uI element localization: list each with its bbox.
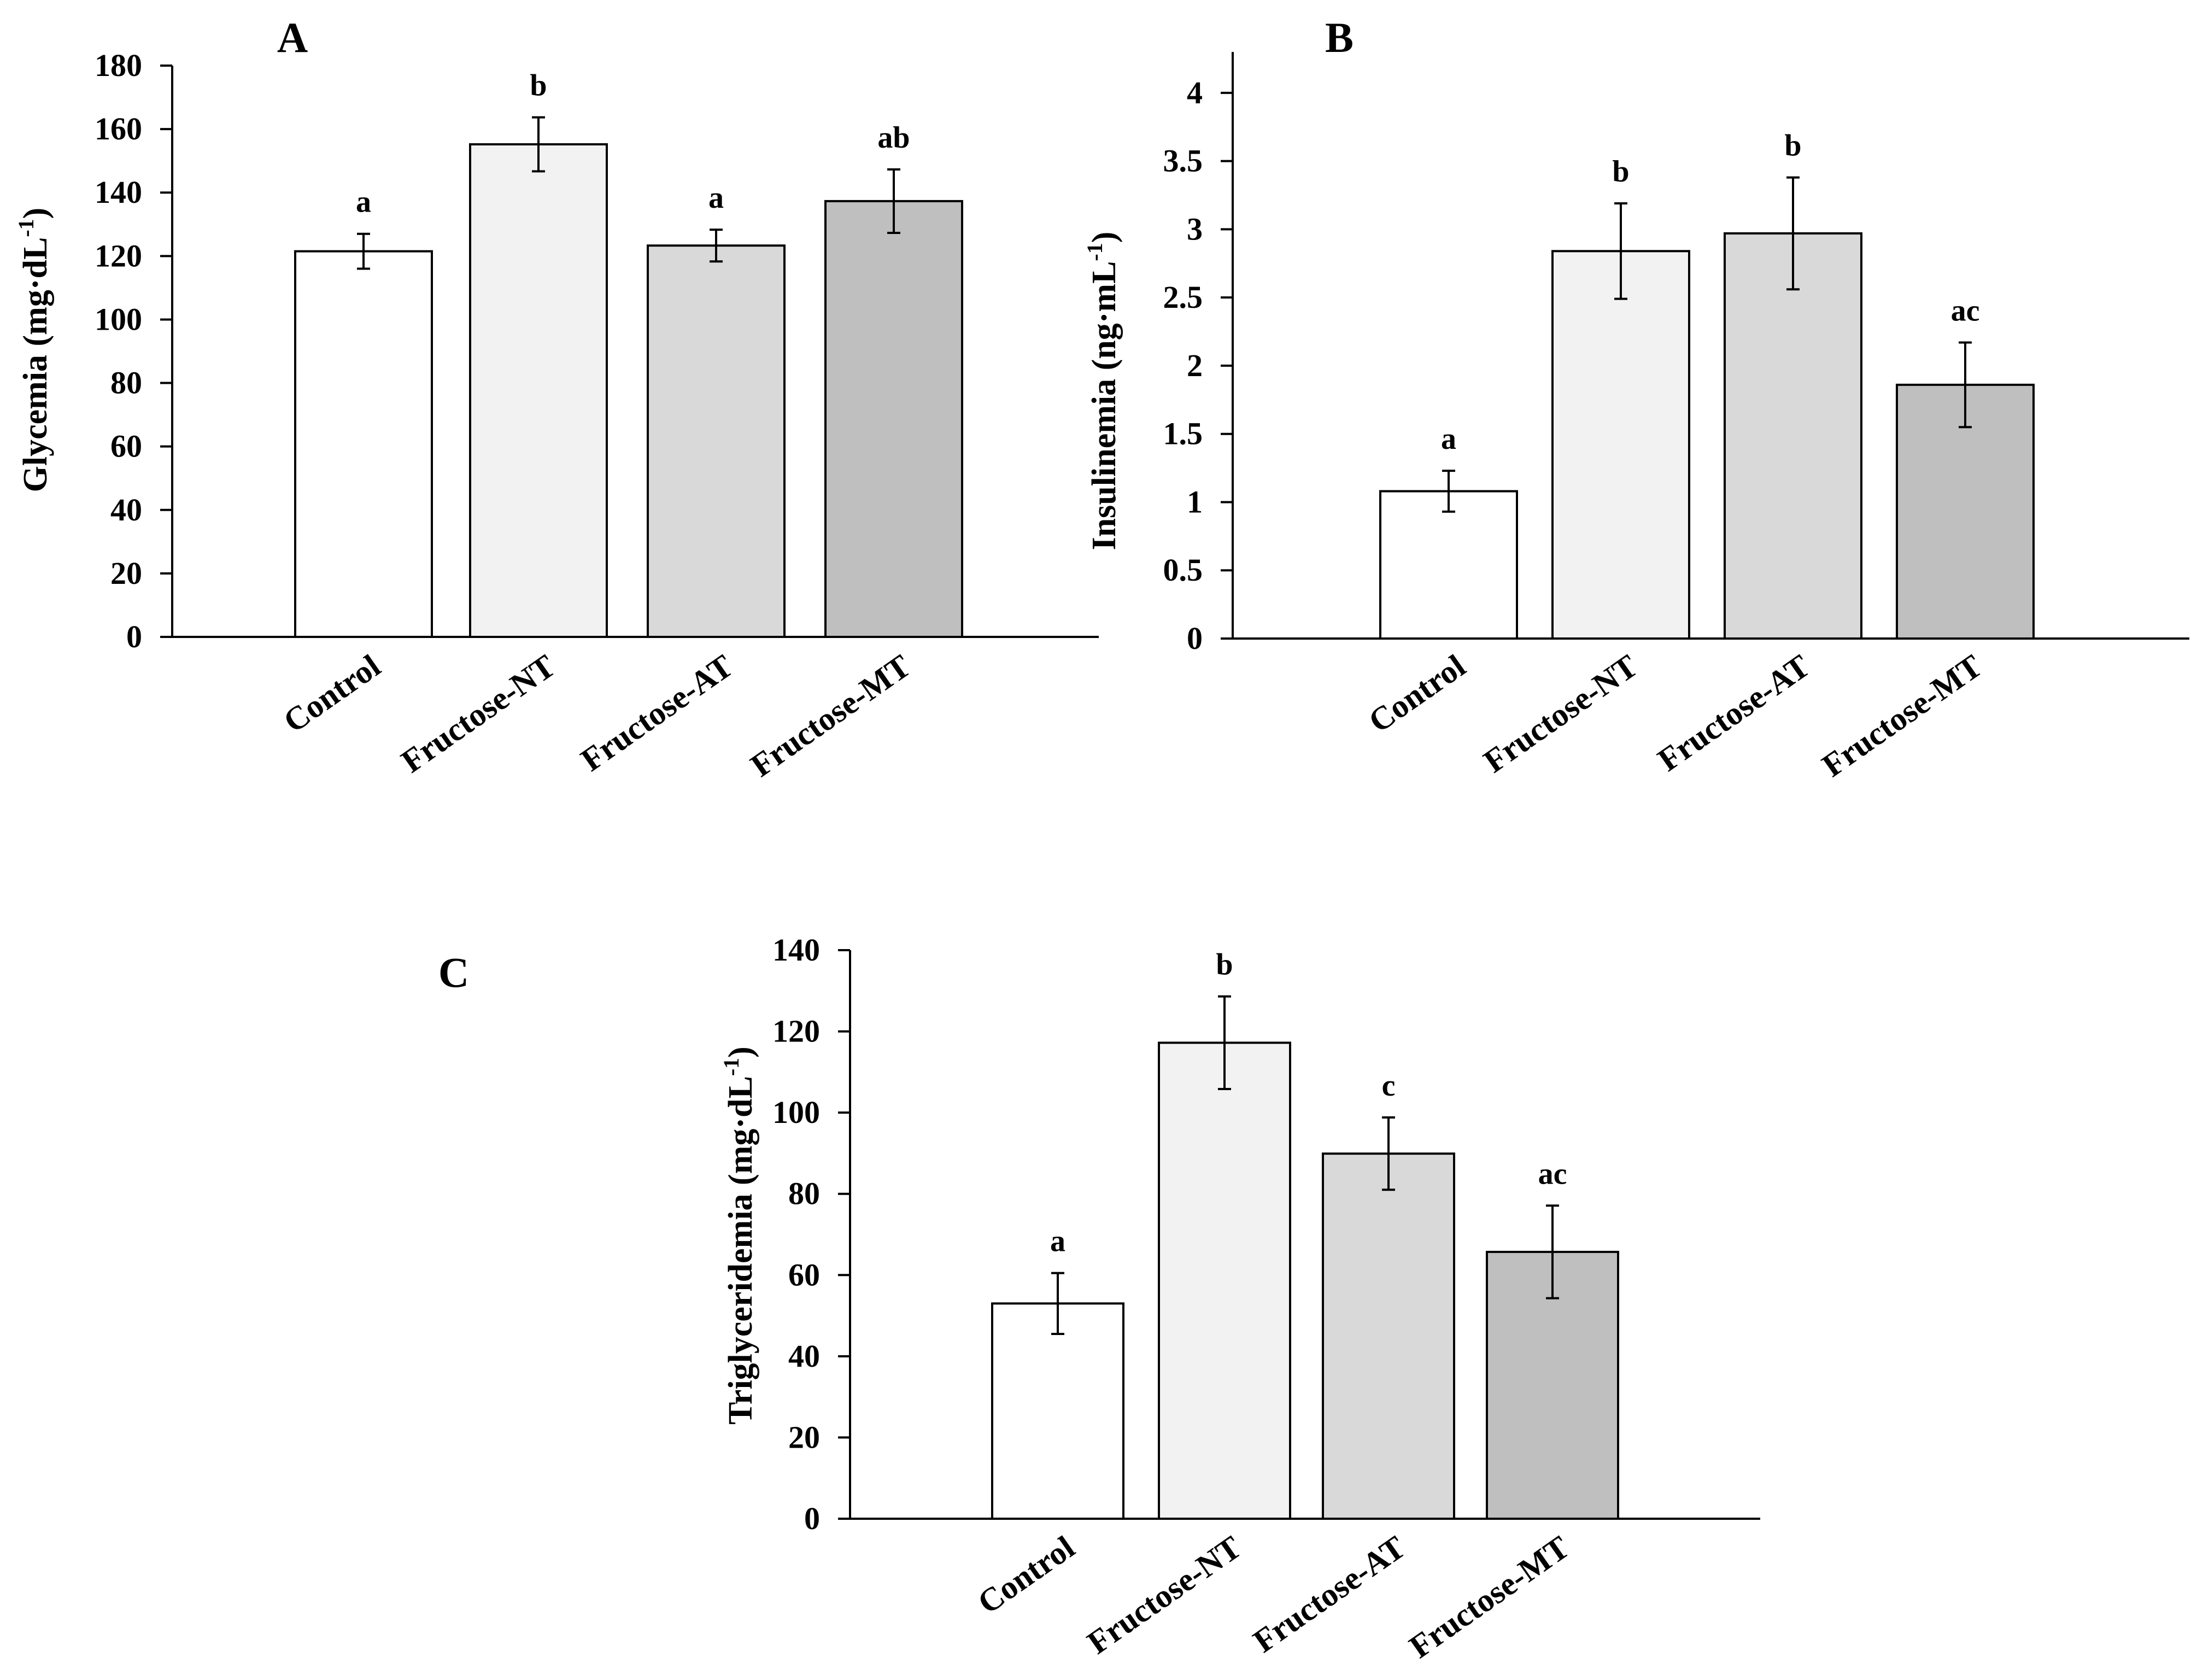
y-tick-label: 40 (788, 1338, 820, 1374)
y-tick-label: 1.5 (1163, 416, 1203, 452)
y-axis-title-close: ) (722, 1046, 759, 1058)
y-tick-label: 3 (1187, 211, 1203, 247)
bar (1551, 250, 1690, 640)
panel-label: B (1325, 14, 1354, 61)
y-tick-label: 40 (110, 492, 142, 528)
y-axis-title-close: ) (17, 208, 54, 219)
significance-letter: b (1216, 948, 1233, 982)
bar (1322, 1152, 1455, 1520)
y-tick-label: 100 (95, 301, 142, 337)
significance-letter: c (1382, 1069, 1396, 1103)
y-tick-label: 2.5 (1163, 279, 1203, 315)
y-tick-label: 80 (110, 365, 142, 401)
bar (1158, 1041, 1291, 1520)
bar (469, 143, 608, 638)
y-tick-label: 120 (95, 238, 142, 273)
y-axis-title-superscript: -1 (1082, 243, 1107, 261)
y-tick-label: 1 (1187, 484, 1203, 519)
y-axis-title-superscript: -1 (14, 219, 38, 237)
significance-letter: b (1784, 129, 1801, 163)
y-tick-label: 0 (1187, 621, 1203, 656)
y-axis-title: Triglyceridemia (mg·dL-1) (719, 1046, 759, 1425)
significance-letter: a (708, 181, 724, 215)
panel-a: A 0 20 40 60 80 100 120 140 160 180 Glycemia (mg·dL… (14, 14, 1099, 784)
panel-label: A (277, 14, 308, 61)
y-axis-title-close: ) (1086, 232, 1123, 243)
y-tick-label: 0 (126, 619, 142, 654)
y-axis-title-main: Glycemia (mg·dL (17, 237, 54, 493)
y-tick-label: 80 (788, 1176, 820, 1211)
y-tick-label: 140 (772, 932, 820, 968)
y-axis-title-superscript: -1 (719, 1058, 743, 1076)
significance-letter: ac (1538, 1157, 1567, 1191)
y-tick-label: 0 (804, 1501, 820, 1536)
bar (991, 1302, 1124, 1520)
y-axis-title-main: Insulinemia (ng·mL (1086, 261, 1123, 551)
significance-letter: b (1612, 155, 1629, 189)
significance-letter: a (1441, 422, 1456, 456)
y-tick-label: 3.5 (1163, 143, 1203, 179)
bar (294, 250, 433, 638)
y-axis-title-main: Triglyceridemia (mg·dL (722, 1076, 759, 1425)
y-tick-label: 120 (772, 1014, 820, 1049)
y-tick-label: 20 (788, 1419, 820, 1455)
y-tick-label: 2 (1187, 348, 1203, 383)
y-tick-label: 100 (772, 1094, 820, 1130)
y-axis-title: Insulinemia (ng·mL-1) (1082, 232, 1123, 551)
significance-letter: a (1050, 1225, 1065, 1258)
significance-letter: a (356, 185, 371, 219)
bar (824, 200, 963, 638)
bar (647, 244, 786, 638)
y-tick-label: 140 (95, 174, 142, 210)
y-axis-title: Glycemia (mg·dL-1) (14, 208, 54, 493)
y-tick-label: 0.5 (1163, 552, 1203, 588)
significance-letter: ab (877, 121, 910, 155)
y-tick-label: 160 (95, 111, 142, 147)
y-tick-label: 60 (788, 1257, 820, 1292)
y-tick-label: 180 (95, 48, 142, 83)
bar (1379, 490, 1518, 640)
significance-letter: b (530, 69, 547, 103)
significance-letter: ac (1951, 294, 1980, 328)
y-tick-label: 4 (1187, 75, 1203, 110)
panel-label: C (438, 949, 469, 996)
y-tick-label: 20 (110, 555, 142, 591)
y-tick-label: 60 (110, 429, 142, 464)
bar (1724, 232, 1862, 640)
